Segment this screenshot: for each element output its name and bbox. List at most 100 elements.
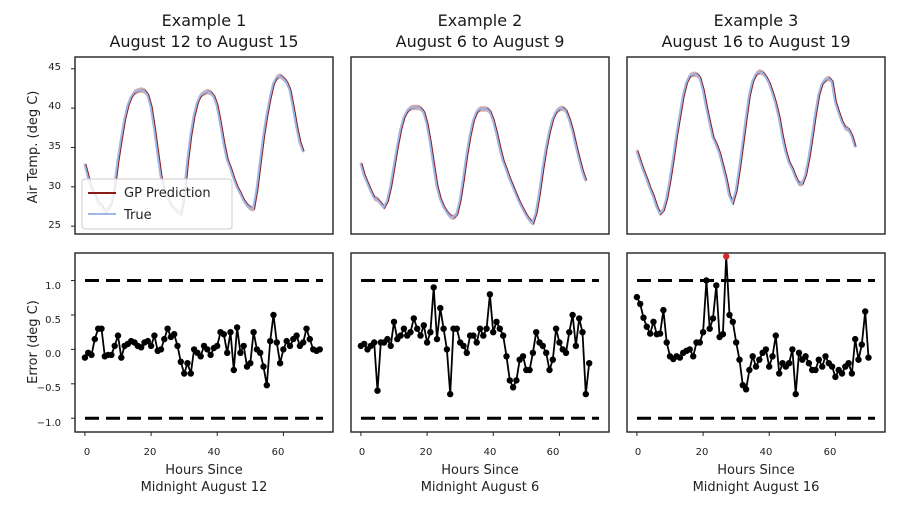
error-point-1-57 <box>270 311 277 319</box>
error-point-1-38 <box>207 351 214 359</box>
plot-frame-top-3 <box>626 56 886 235</box>
error-point-1-47 <box>237 349 244 356</box>
error-point-1-2 <box>88 351 95 359</box>
error-point-2-63 <box>566 329 573 336</box>
error-point-2-68 <box>582 390 589 398</box>
error-point-3-26 <box>719 331 727 338</box>
error-point-2-19 <box>420 322 427 329</box>
legend-label-gp: GP Prediction <box>124 186 211 201</box>
error-point-2-42 <box>496 325 503 332</box>
error-point-3-42 <box>772 332 779 339</box>
error-point-3-67 <box>855 356 862 363</box>
error-point-2-12 <box>397 332 404 339</box>
error-point-3-3 <box>643 323 650 330</box>
error-point-2-8 <box>384 335 391 343</box>
plot-frame-bottom-2 <box>350 252 610 433</box>
error-point-1-19 <box>144 337 151 345</box>
error-point-1-3 <box>91 335 99 343</box>
error-point-1-48 <box>240 342 247 350</box>
error-point-1-9 <box>111 342 118 350</box>
error-point-1-66 <box>300 339 307 346</box>
error-point-2-60 <box>556 339 563 346</box>
error-point-1-35 <box>197 353 204 360</box>
error-point-2-18 <box>417 332 424 339</box>
xtick-3-40: 40 <box>760 447 773 458</box>
error-point-3-33 <box>742 386 750 393</box>
error-point-3-8 <box>660 306 667 314</box>
legend-label-true: True <box>123 208 152 223</box>
error-point-2-9 <box>387 342 394 350</box>
title-2-line1: Example 2 <box>438 11 523 30</box>
ytick-top-40: 40 <box>48 101 61 112</box>
error-point-1-40 <box>214 342 221 350</box>
ytick-top-35: 35 <box>48 141 61 152</box>
title-3-line2: August 16 to August 19 <box>661 32 850 51</box>
error-point-1-27 <box>171 331 178 338</box>
error-point-3-66 <box>852 335 859 343</box>
error-point-1-17 <box>138 344 145 351</box>
error-point-3-46 <box>785 360 793 367</box>
error-point-1-37 <box>204 346 211 353</box>
xlabel-3-line1: Hours Since <box>717 463 794 478</box>
error-point-1-30 <box>181 370 188 377</box>
ytick-top-25: 25 <box>48 220 61 231</box>
error-point-1-59 <box>276 360 284 367</box>
ytick-bottom-neg0.5: −0.5 <box>37 383 61 394</box>
error-point-2-27 <box>447 390 454 398</box>
error-point-3-28 <box>726 311 733 319</box>
xtick-2-0: 0 <box>359 447 365 458</box>
error-point-3-31 <box>736 356 743 363</box>
xtick-2-20: 20 <box>420 447 433 458</box>
ytick-top-30: 30 <box>48 181 61 192</box>
ytick-top-45: 45 <box>48 62 61 73</box>
error-point-3-4 <box>647 330 654 337</box>
error-point-1-10 <box>114 332 122 339</box>
error-point-3-40 <box>766 363 773 370</box>
error-point-3-5 <box>650 318 657 325</box>
error-point-3-30 <box>733 339 740 346</box>
error-point-2-32 <box>463 349 470 356</box>
error-point-1-64 <box>293 332 300 339</box>
error-point-2-52 <box>529 349 537 356</box>
error-point-2-47 <box>513 377 520 384</box>
error-point-2-13 <box>400 325 408 332</box>
xlabel-3-line2: Midnight August 16 <box>693 480 820 495</box>
error-point-3-29 <box>729 318 736 325</box>
ytick-bottom-0.5: 0.5 <box>45 315 61 326</box>
error-point-3-56 <box>819 363 826 370</box>
xlabel-2-line1: Hours Since <box>441 463 518 478</box>
error-point-2-36 <box>476 325 484 332</box>
error-point-2-34 <box>470 332 477 339</box>
error-point-2-43 <box>500 332 507 339</box>
xtick-1-0: 0 <box>84 447 90 458</box>
error-point-2-41 <box>493 318 500 325</box>
error-point-highlight <box>723 253 730 260</box>
error-point-3-1 <box>637 300 644 308</box>
error-point-3-19 <box>696 339 703 346</box>
error-point-2-31 <box>460 342 467 350</box>
error-point-2-57 <box>546 366 553 374</box>
error-point-1-53 <box>257 349 264 356</box>
error-point-2-35 <box>473 339 480 346</box>
plot-frame-bottom-3 <box>626 252 886 433</box>
error-point-2-15 <box>407 329 414 336</box>
error-point-1-29 <box>177 358 184 365</box>
error-point-3-65 <box>848 370 856 377</box>
error-point-1-46 <box>233 324 241 331</box>
error-point-1-56 <box>267 337 274 345</box>
error-point-1-28 <box>174 342 181 350</box>
error-point-2-58 <box>549 356 556 363</box>
error-point-2-23 <box>433 335 441 343</box>
error-point-1-0 <box>81 354 89 361</box>
error-point-2-40 <box>490 329 497 336</box>
error-point-3-20 <box>699 329 707 336</box>
error-point-3-51 <box>802 353 809 360</box>
error-point-2-65 <box>572 342 580 350</box>
title-3-line1: Example 3 <box>714 11 799 30</box>
error-point-2-29 <box>453 325 460 332</box>
error-point-3-0 <box>633 293 641 301</box>
error-point-1-71 <box>316 346 323 353</box>
error-point-1-32 <box>187 370 194 377</box>
error-point-2-24 <box>437 304 444 312</box>
error-point-1-24 <box>161 335 168 343</box>
